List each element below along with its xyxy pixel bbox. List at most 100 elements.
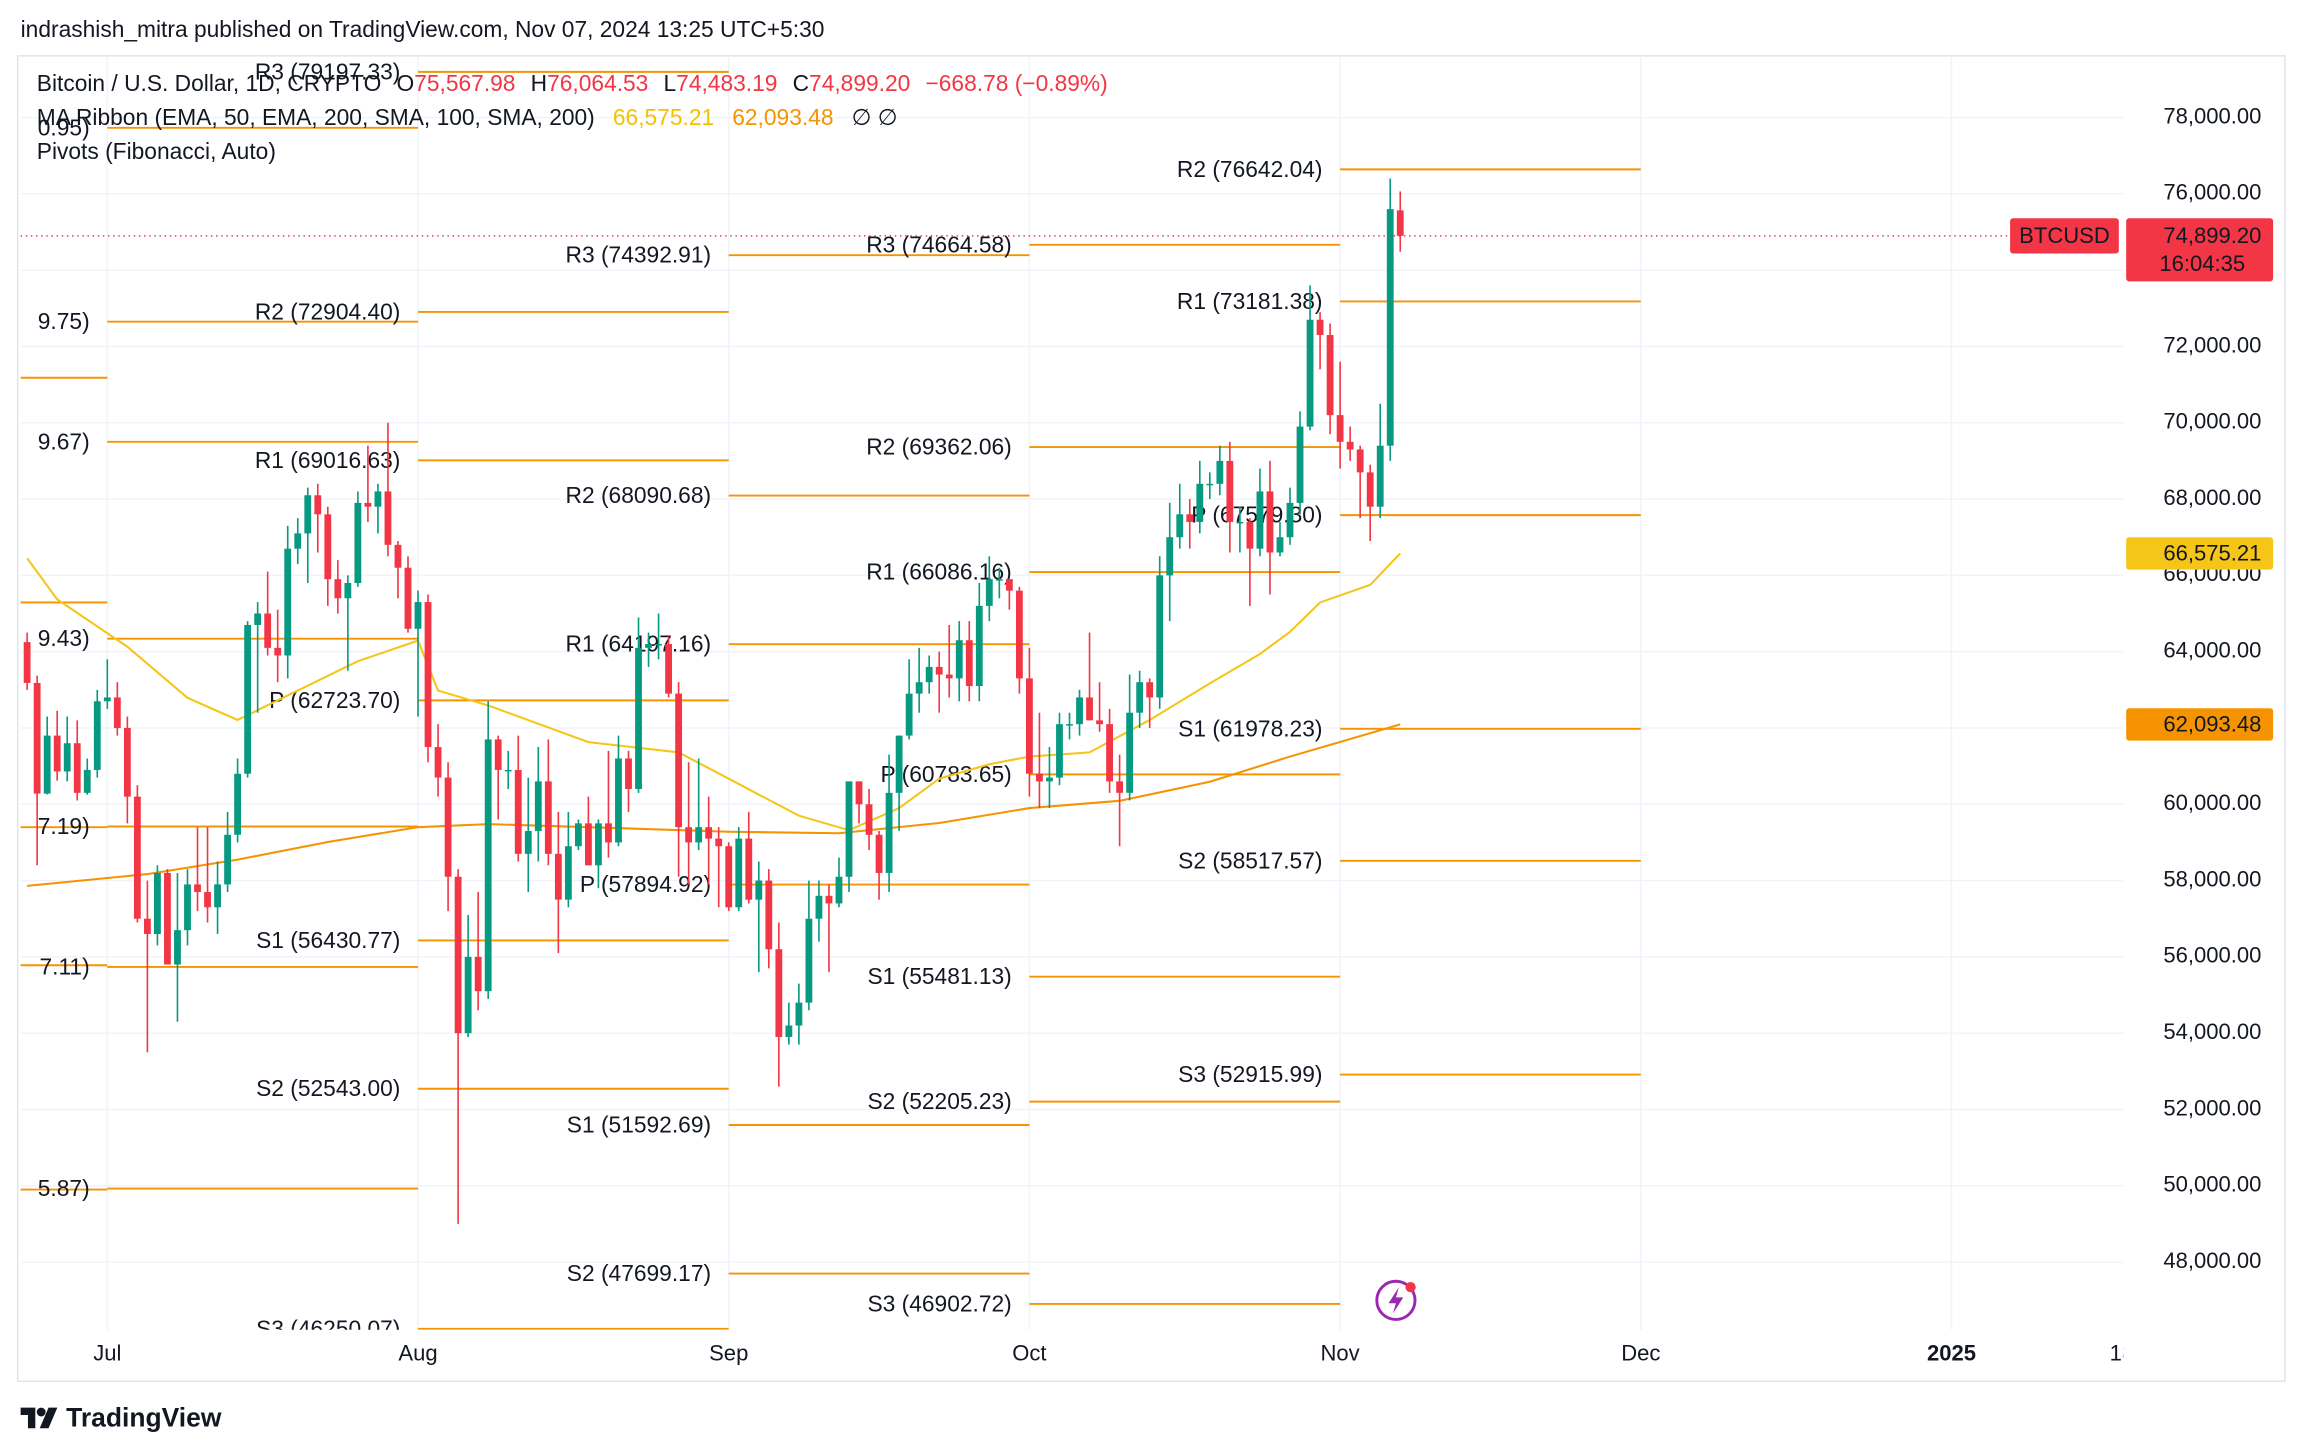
candle-body bbox=[1136, 682, 1144, 713]
logo-mark bbox=[20, 1407, 58, 1429]
x-tick-label: Oct bbox=[1012, 1341, 1046, 1366]
candle-body bbox=[23, 642, 31, 683]
candle-body bbox=[1036, 773, 1043, 782]
candle-body bbox=[1346, 441, 1354, 450]
pivot-label: P (62723.70) bbox=[269, 687, 400, 713]
ma-value: 66,575.21 bbox=[613, 104, 714, 130]
ma-icons: ∅ ∅ bbox=[852, 104, 898, 130]
candle-body bbox=[1396, 210, 1404, 236]
candle-body bbox=[855, 781, 863, 805]
candle-body bbox=[885, 792, 893, 873]
candle-body bbox=[154, 872, 161, 934]
symbol-tag bbox=[2010, 218, 2119, 254]
candle-body bbox=[595, 823, 602, 866]
candle-body bbox=[875, 834, 883, 873]
candle-body bbox=[194, 884, 201, 893]
candle-body bbox=[244, 624, 252, 774]
candle-body bbox=[83, 769, 91, 793]
candle-body bbox=[1306, 319, 1314, 427]
candles bbox=[20, 178, 2116, 1224]
candle-body bbox=[915, 682, 923, 694]
x-tick-label: 18 bbox=[2110, 1341, 2135, 1366]
publish-header: indrashish_mitra published on TradingVie… bbox=[21, 16, 825, 42]
ma-line bbox=[26, 552, 1402, 832]
chart-frame bbox=[16, 55, 2286, 1382]
candle-body bbox=[494, 739, 502, 770]
candle-body bbox=[625, 758, 632, 790]
pivot-label: R2 (76642.04) bbox=[1177, 156, 1323, 182]
y-tick-label: 50,000.00 bbox=[2163, 1172, 2261, 1197]
candle-body bbox=[314, 495, 322, 515]
candle-body bbox=[514, 769, 522, 854]
candle-body bbox=[1196, 483, 1204, 522]
candle-body bbox=[715, 838, 723, 847]
pivot-label: S1 (61978.23) bbox=[1178, 715, 1322, 741]
pivot-label: 9.75) bbox=[38, 308, 90, 334]
pivot-label: R2 (68090.68) bbox=[566, 482, 712, 508]
pivot-label: 0.95) bbox=[38, 114, 90, 140]
candle-body bbox=[695, 827, 703, 843]
candle-body bbox=[404, 567, 412, 629]
candle-body bbox=[1076, 697, 1083, 725]
candle-body bbox=[504, 769, 512, 772]
candle-body bbox=[1106, 724, 1113, 782]
candle-body bbox=[925, 666, 933, 683]
price-badge-countdown: 16:04:35 bbox=[2159, 251, 2245, 276]
candle-body bbox=[1236, 521, 1244, 524]
candle-body bbox=[785, 1025, 793, 1037]
candle-body bbox=[1316, 319, 1324, 336]
candle-body bbox=[424, 602, 432, 748]
candle-body bbox=[444, 777, 452, 877]
candle-body bbox=[564, 846, 572, 900]
pivot-label: R2 (69362.06) bbox=[866, 434, 1012, 460]
candle-body bbox=[1366, 472, 1374, 507]
pivot-label: S3 (46902.72) bbox=[867, 1290, 1011, 1316]
candle-body bbox=[1056, 724, 1063, 778]
candle-body bbox=[795, 1002, 803, 1026]
ohlc-value: 75,567.98 bbox=[414, 70, 515, 96]
alert-icon[interactable] bbox=[1375, 1279, 1417, 1321]
candle-body bbox=[1286, 502, 1294, 538]
x-tick-label: Jul bbox=[93, 1341, 121, 1366]
candle-body bbox=[204, 892, 211, 908]
ma-value: 62,093.48 bbox=[732, 104, 833, 130]
candle-body bbox=[234, 773, 242, 835]
x-tick-label: 2025 bbox=[1927, 1341, 1976, 1366]
candle-body bbox=[835, 876, 843, 904]
pivot-label: R3 (79197.33) bbox=[255, 58, 401, 84]
candle-body bbox=[33, 682, 41, 794]
candle-body bbox=[1256, 491, 1264, 549]
candle-body bbox=[1246, 521, 1254, 549]
candle-body bbox=[294, 533, 302, 549]
ma-line bbox=[27, 723, 1401, 887]
y-tick-label: 58,000.00 bbox=[2163, 866, 2261, 891]
legend: Bitcoin / U.S. Dollar, 1D, CRYPTO O75,56… bbox=[37, 70, 1108, 164]
candle-body bbox=[164, 872, 171, 965]
candle-body bbox=[264, 613, 272, 648]
candle-body bbox=[334, 579, 342, 599]
pivot-label: S2 (58517.57) bbox=[1178, 847, 1322, 873]
alert-dot bbox=[1405, 1281, 1416, 1293]
candle-body bbox=[544, 781, 552, 854]
pivot-label: R3 (74392.91) bbox=[566, 242, 712, 268]
candle-body bbox=[685, 827, 693, 843]
candle-body bbox=[324, 514, 332, 580]
pivot-label: S2 (52543.00) bbox=[256, 1075, 400, 1101]
alert-bolt bbox=[1388, 1287, 1404, 1314]
y-tick-label: 76,000.00 bbox=[2163, 180, 2261, 205]
alert-ring bbox=[1375, 1279, 1417, 1321]
y-tick-label: 52,000.00 bbox=[2163, 1095, 2261, 1120]
y-tick-label: 68,000.00 bbox=[2163, 485, 2261, 510]
pivot-label: 7.11) bbox=[39, 953, 89, 979]
candle-body bbox=[344, 582, 352, 599]
candle-body bbox=[1226, 460, 1234, 522]
candle-body bbox=[474, 956, 482, 992]
candle-body bbox=[554, 853, 562, 900]
ma-badge-label: 66,575.21 bbox=[2163, 541, 2261, 566]
candle-body bbox=[574, 823, 582, 847]
candle-body bbox=[464, 956, 472, 1034]
candle-body bbox=[765, 880, 773, 950]
candle-body bbox=[905, 693, 913, 736]
y-tick-label: 56,000.00 bbox=[2163, 943, 2261, 968]
